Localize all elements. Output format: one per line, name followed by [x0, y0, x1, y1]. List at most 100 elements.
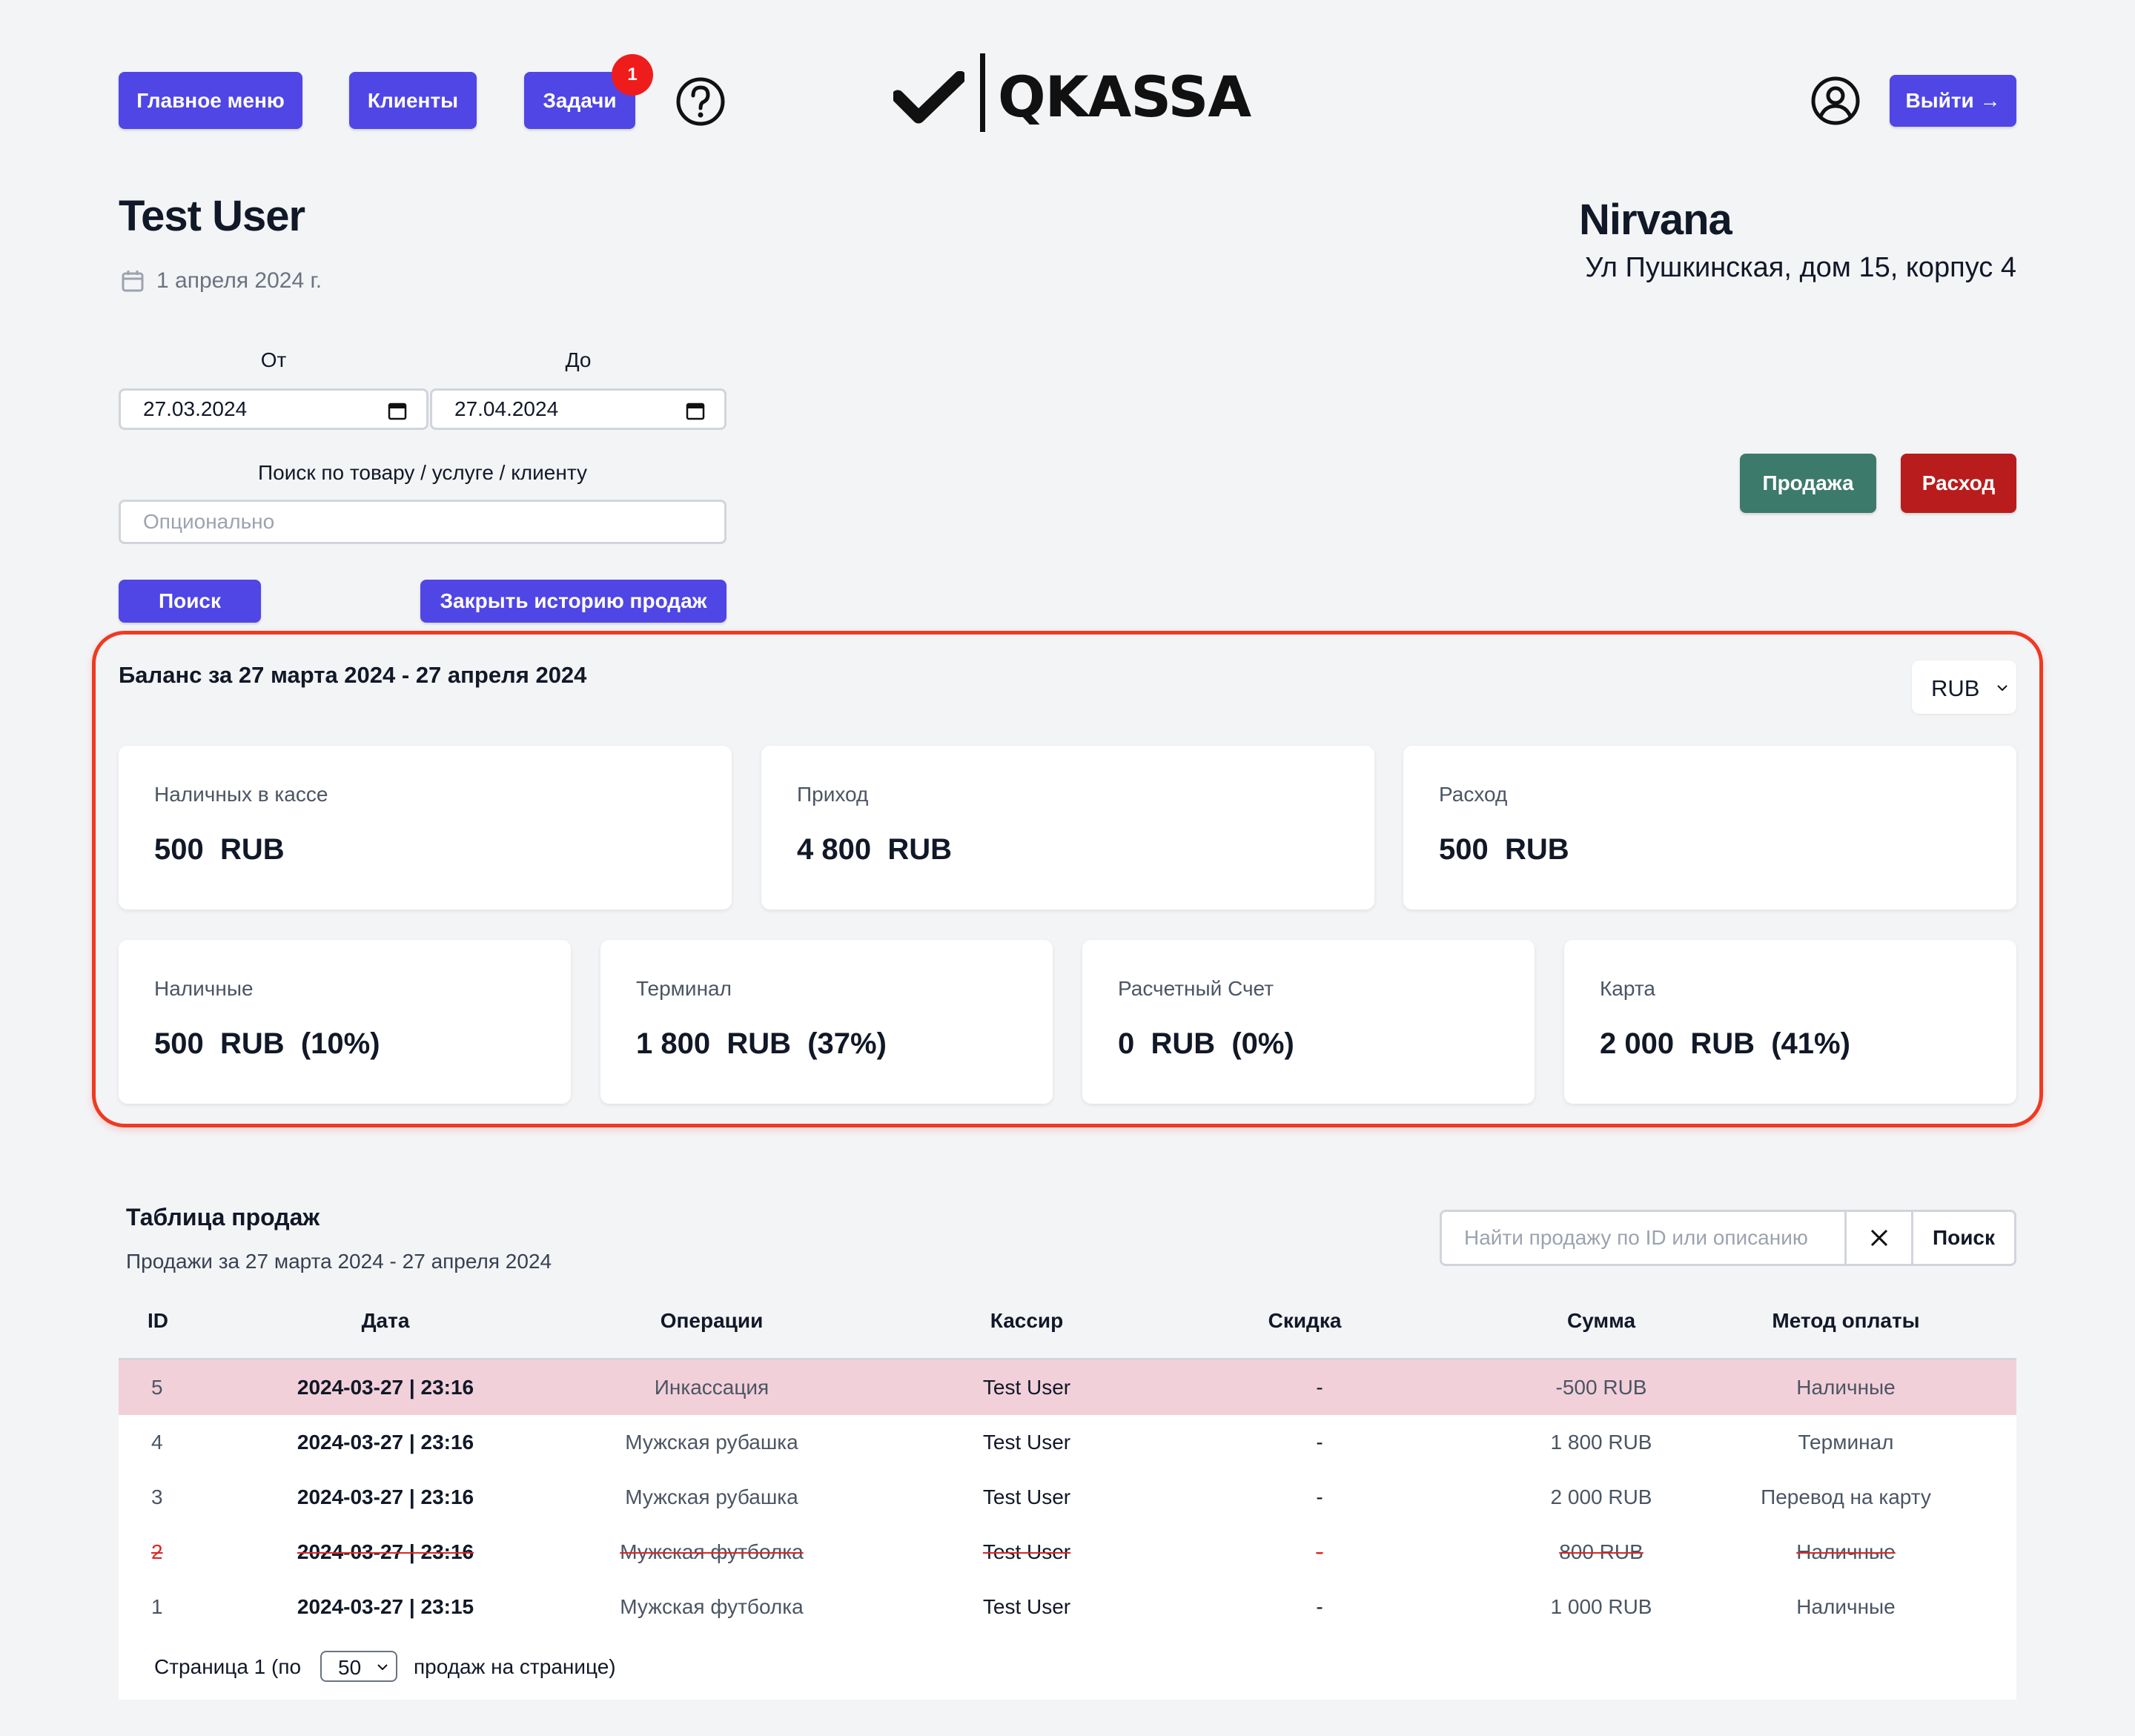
sale-button[interactable]: Продажа — [1740, 454, 1876, 513]
sales-search-input[interactable] — [1442, 1212, 1847, 1264]
card-value: 1 800 RUB (37%) — [636, 1027, 887, 1060]
income-card: Приход 4 800 RUB — [761, 746, 1374, 910]
card-label: Карта — [1600, 977, 1655, 1000]
logo-divider — [980, 53, 985, 132]
to-date-input[interactable]: 27.04.2024 — [430, 388, 726, 430]
store-name: Nirvana — [1579, 196, 1732, 244]
cell-payment-method: Наличные — [1796, 1595, 1896, 1618]
column-header-discount: Скидка — [1268, 1309, 1342, 1332]
clients-button[interactable]: Клиенты — [349, 72, 477, 129]
cell-operation: Мужская футболка — [620, 1595, 804, 1618]
cell-sum: 1 000 RUB — [1550, 1595, 1652, 1618]
table-header-divider — [119, 1358, 2016, 1360]
question-circle-icon[interactable] — [675, 76, 726, 127]
logo: QKASSA — [893, 52, 1264, 133]
user-circle-icon[interactable] — [1810, 76, 1861, 126]
expense-button[interactable]: Расход — [1901, 454, 2016, 513]
card-label: Наличных в кассе — [154, 783, 328, 806]
cell-id: 5 — [151, 1376, 163, 1399]
cell-cashier: Test User — [982, 1485, 1071, 1508]
cell-date: 2024-03-27 | 23:16 — [297, 1376, 474, 1399]
cell-date: 2024-03-27 | 23:15 — [297, 1595, 474, 1618]
cell-payment-method: Наличные — [1796, 1540, 1896, 1563]
cell-id: 3 — [151, 1485, 163, 1508]
cell-cashier: Test User — [982, 1376, 1071, 1399]
sales-search-group: Поиск — [1440, 1210, 2016, 1266]
column-header-sum: Сумма — [1566, 1309, 1636, 1332]
cell-id: 2 — [151, 1540, 163, 1563]
calendar-icon — [121, 269, 145, 296]
table-row[interactable]: 1 2024-03-27 | 23:15 Мужская футболка Te… — [119, 1580, 2016, 1636]
column-header-date: Дата — [361, 1309, 410, 1332]
column-header-id: ID — [148, 1309, 168, 1332]
clear-search-button[interactable] — [1847, 1212, 1913, 1264]
cell-discount: - — [1316, 1376, 1323, 1399]
search-button[interactable]: Поиск — [119, 580, 261, 623]
cell-operation: Мужская футболка — [620, 1540, 804, 1563]
cell-id: 4 — [151, 1431, 163, 1454]
cell-discount: - — [1316, 1431, 1323, 1454]
cell-sum: -500 RUB — [1555, 1376, 1647, 1399]
cell-cashier: Test User — [982, 1540, 1071, 1563]
cell-payment-method: Наличные — [1796, 1376, 1896, 1399]
pagination-prefix: Страница 1 (по — [154, 1655, 302, 1678]
pagination-suffix: продаж на странице) — [414, 1655, 616, 1678]
cell-operation: Инкассация — [654, 1376, 769, 1399]
card-payment-card: Карта 2 000 RUB (41%) — [1564, 940, 2016, 1104]
table-row[interactable]: 4 2024-03-27 | 23:16 Мужская рубашка Tes… — [119, 1415, 2016, 1471]
to-label: До — [565, 348, 592, 371]
currency-value: RUB — [1931, 675, 1980, 701]
store-address: Ул Пушкинская, дом 15, корпус 4 — [1585, 252, 2016, 283]
card-value: 500 RUB — [154, 833, 285, 866]
sales-search-button[interactable]: Поиск — [1932, 1226, 1996, 1249]
tasks-notification-badge: 1 — [612, 54, 653, 96]
table-row[interactable]: 3 2024-03-27 | 23:16 Мужская рубашка Tes… — [119, 1470, 2016, 1526]
table-row[interactable]: 5 2024-03-27 | 23:16 Инкассация Test Use… — [119, 1360, 2016, 1417]
cell-sum: 800 RUB — [1559, 1540, 1644, 1563]
calendar-icon — [686, 402, 705, 420]
table-row-cancelled[interactable]: 2 2024-03-27 | 23:16 Мужская футболка Te… — [119, 1525, 2016, 1581]
pagination-bar: Страница 1 (по 50 продаж на странице) — [119, 1634, 2016, 1700]
chevron-down-icon — [1997, 685, 2007, 692]
current-date: 1 апреля 2024 г. — [156, 268, 322, 293]
cash-payment-card: Наличные 500 RUB (10%) — [119, 940, 571, 1104]
cell-payment-method: Терминал — [1798, 1431, 1894, 1454]
cash-in-register-card: Наличных в кассе 500 RUB — [119, 746, 732, 910]
cell-operation: Мужская рубашка — [625, 1485, 798, 1508]
from-date-input[interactable]: 27.03.2024 — [119, 388, 428, 430]
cell-date: 2024-03-27 | 23:16 — [297, 1540, 474, 1563]
cell-discount: - — [1316, 1540, 1323, 1563]
card-value: 500 RUB — [1439, 833, 1569, 866]
calendar-icon — [388, 402, 407, 420]
cell-date: 2024-03-27 | 23:16 — [297, 1431, 474, 1454]
cell-id: 1 — [151, 1595, 163, 1618]
column-header-payment-method: Метод оплаты — [1772, 1309, 1920, 1332]
per-page-value: 50 — [338, 1656, 362, 1679]
cell-discount: - — [1316, 1485, 1323, 1508]
cell-discount: - — [1316, 1595, 1323, 1618]
main-menu-button[interactable]: Главное меню — [119, 72, 302, 129]
currency-select[interactable]: RUB — [1912, 660, 2016, 714]
logout-button[interactable]: Выйти → — [1890, 75, 2016, 127]
balance-title: Баланс за 27 марта 2024 - 27 апреля 2024 — [119, 662, 587, 688]
terminal-payment-card: Терминал 1 800 RUB (37%) — [600, 940, 1053, 1104]
search-label: Поиск по товару / услуге / клиенту — [258, 461, 587, 484]
column-header-operations: Операции — [660, 1309, 764, 1332]
from-label: От — [260, 348, 287, 371]
close-history-button[interactable]: Закрыть историю продаж — [420, 580, 726, 623]
column-header-cashier: Кассир — [990, 1309, 1064, 1332]
cell-cashier: Test User — [982, 1595, 1071, 1618]
cell-date: 2024-03-27 | 23:16 — [297, 1485, 474, 1508]
per-page-select[interactable]: 50 — [320, 1651, 397, 1682]
cell-sum: 1 800 RUB — [1550, 1431, 1652, 1454]
card-label: Наличные — [154, 977, 254, 1000]
sales-table-subtitle: Продажи за 27 марта 2024 - 27 апреля 202… — [126, 1250, 552, 1273]
card-label: Терминал — [636, 977, 732, 1000]
chevron-down-icon — [377, 1664, 388, 1671]
card-value: 2 000 RUB (41%) — [1600, 1027, 1850, 1060]
card-label: Расчетный Счет — [1118, 977, 1274, 1000]
card-value: 4 800 RUB — [797, 833, 952, 866]
card-value: 500 RUB (10%) — [154, 1027, 380, 1060]
card-value: 0 RUB (0%) — [1118, 1027, 1294, 1060]
product-search-input[interactable] — [119, 500, 726, 544]
